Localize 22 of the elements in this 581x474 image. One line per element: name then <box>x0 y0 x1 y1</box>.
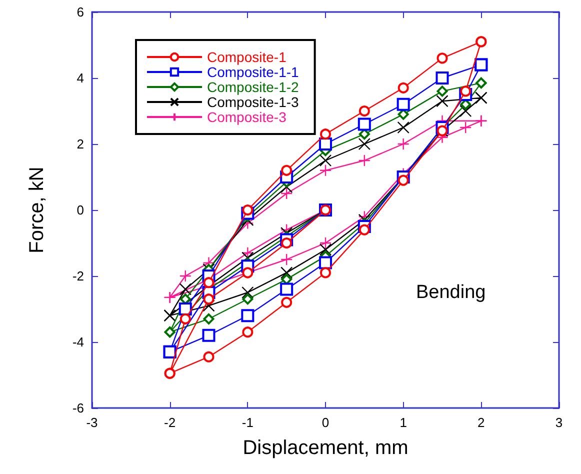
y-tick-label: 0 <box>76 202 84 218</box>
y-axis-title: Force, kN <box>26 166 48 254</box>
legend-label: Composite-3 <box>207 109 287 125</box>
x-tick-label: 2 <box>478 415 485 430</box>
y-tick-label: 4 <box>76 70 84 86</box>
x-tick-label: 1 <box>400 415 407 430</box>
x-axis-title: Displacement, mm <box>242 437 408 459</box>
legend-label: Composite-1 <box>207 49 287 65</box>
y-tick-label: -6 <box>72 400 84 416</box>
y-tick-label: -2 <box>72 268 84 284</box>
x-tick-label: -1 <box>242 415 254 430</box>
y-tick-label: 6 <box>76 4 84 20</box>
x-tick-label: -3 <box>86 415 98 430</box>
legend-label: Composite-1-3 <box>207 94 300 110</box>
legend-label: Composite-1-2 <box>207 79 300 95</box>
x-tick-label: -2 <box>164 415 176 430</box>
y-tick-label: -4 <box>72 334 84 350</box>
annotation: Bending <box>416 282 486 303</box>
legend-label: Composite-1-1 <box>207 64 300 80</box>
x-tick-label: 3 <box>555 415 563 430</box>
y-tick-label: 2 <box>76 136 84 152</box>
x-tick-label: 0 <box>322 415 330 430</box>
